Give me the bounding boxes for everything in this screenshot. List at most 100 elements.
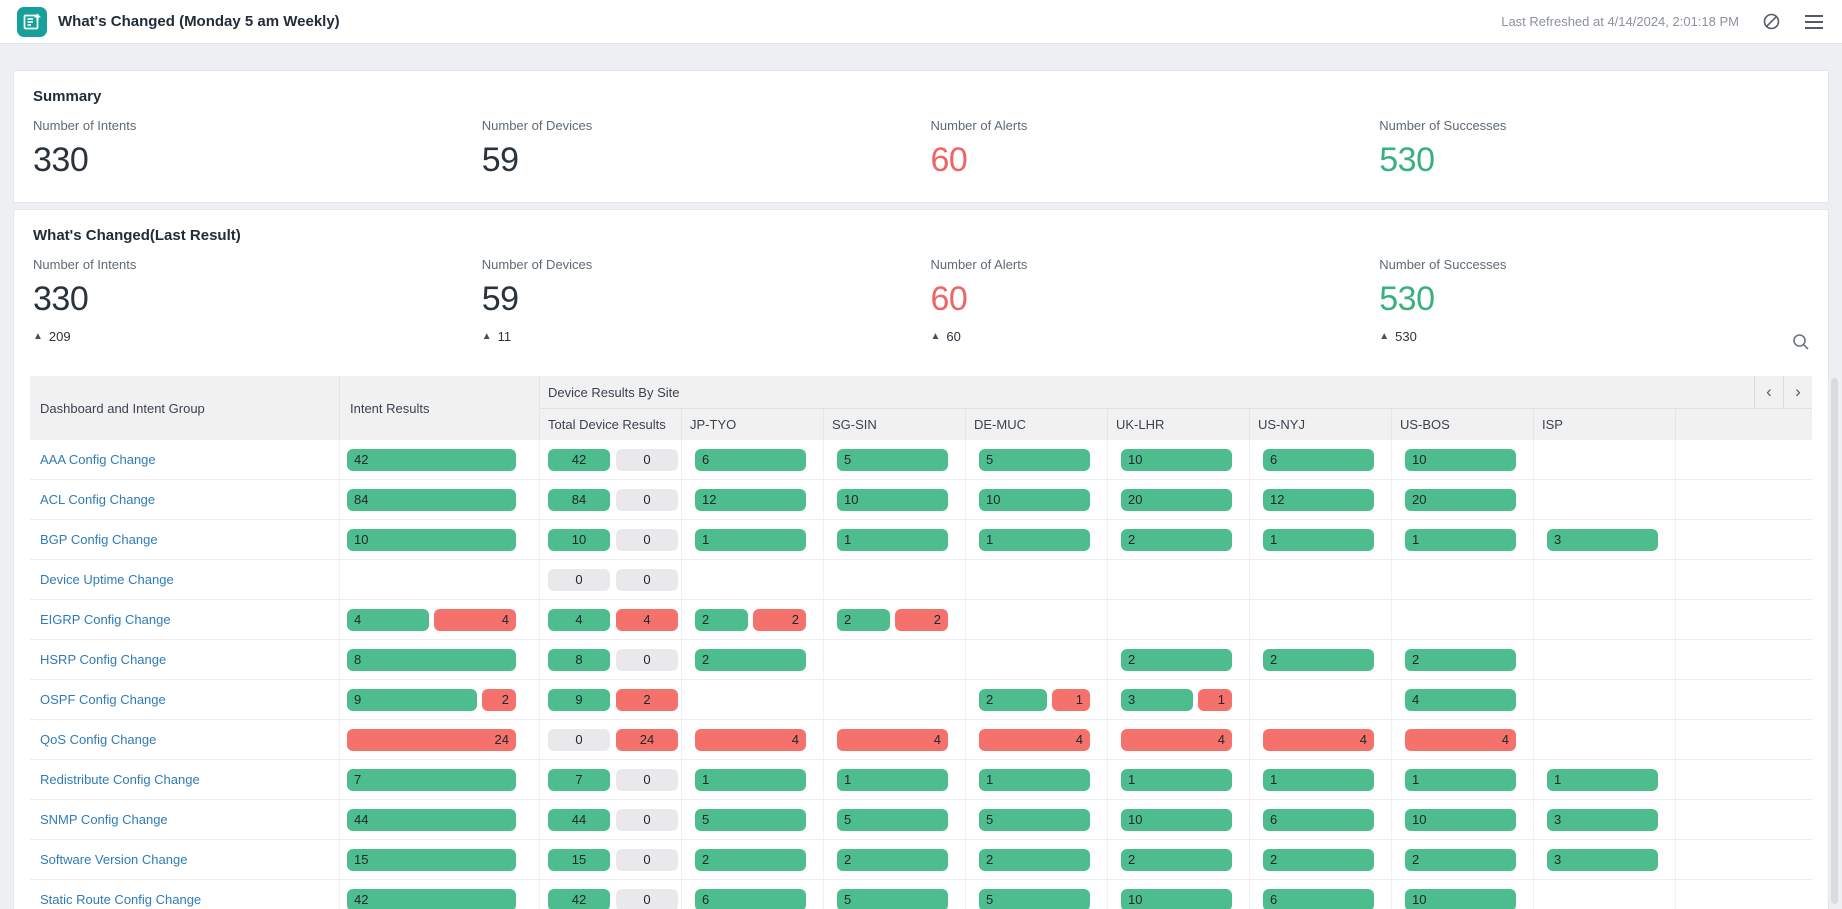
intent-group-link[interactable]: SNMP Config Change <box>40 812 168 827</box>
search-icon[interactable] <box>1790 331 1812 353</box>
success-pill[interactable]: 10 <box>1121 808 1232 831</box>
success-pill[interactable]: 2 <box>695 648 806 671</box>
intent-group-link[interactable]: OSPF Config Change <box>40 692 166 707</box>
success-pill[interactable]: 84 <box>347 488 516 511</box>
alert-pill[interactable]: 4 <box>1121 728 1232 751</box>
success-pill[interactable]: 5 <box>979 808 1090 831</box>
success-pill[interactable]: 1 <box>1547 768 1658 791</box>
intent-group-link[interactable]: BGP Config Change <box>40 532 158 547</box>
success-pill[interactable]: 1 <box>1263 768 1374 791</box>
success-pill[interactable]: 3 <box>1121 688 1193 711</box>
success-pill[interactable]: 10 <box>1405 888 1516 909</box>
success-pill[interactable]: 2 <box>837 608 890 631</box>
success-pill[interactable]: 2 <box>695 608 748 631</box>
success-pill[interactable]: 10 <box>1405 808 1516 831</box>
intent-group-link[interactable]: QoS Config Change <box>40 732 157 747</box>
success-pill[interactable]: 20 <box>1405 488 1516 511</box>
success-pill[interactable]: 5 <box>837 808 948 831</box>
vertical-scrollbar[interactable] <box>1831 378 1838 904</box>
success-pill[interactable]: 2 <box>1263 648 1374 671</box>
prev-columns-button[interactable]: ‹ <box>1754 376 1783 408</box>
intent-group-link[interactable]: EIGRP Config Change <box>40 612 171 627</box>
success-pill[interactable]: 6 <box>1263 448 1374 471</box>
next-columns-button[interactable]: › <box>1783 376 1812 408</box>
success-pill[interactable]: 42 <box>347 888 516 909</box>
alert-pill[interactable]: 4 <box>979 728 1090 751</box>
success-pill[interactable]: 15 <box>347 848 516 871</box>
success-pill[interactable]: 2 <box>1405 648 1516 671</box>
success-pill[interactable]: 15 <box>548 848 610 871</box>
success-pill[interactable]: 2 <box>695 848 806 871</box>
alert-pill[interactable]: 2 <box>753 608 806 631</box>
intent-group-link[interactable]: ACL Config Change <box>40 492 156 507</box>
success-pill[interactable]: 1 <box>695 768 806 791</box>
alert-pill[interactable]: 4 <box>434 608 516 631</box>
success-pill[interactable]: 2 <box>1121 528 1232 551</box>
success-pill[interactable]: 1 <box>837 768 948 791</box>
success-pill[interactable]: 12 <box>695 488 806 511</box>
success-pill[interactable]: 1 <box>695 528 806 551</box>
success-pill[interactable]: 10 <box>979 488 1090 511</box>
alert-pill[interactable]: 4 <box>1263 728 1374 751</box>
alert-pill[interactable]: 1 <box>1198 688 1232 711</box>
success-pill[interactable]: 5 <box>837 448 948 471</box>
success-pill[interactable]: 6 <box>695 448 806 471</box>
success-pill[interactable]: 84 <box>548 488 610 511</box>
success-pill[interactable]: 10 <box>347 528 516 551</box>
alert-pill[interactable]: 2 <box>895 608 948 631</box>
success-pill[interactable]: 7 <box>548 768 610 791</box>
success-pill[interactable]: 1 <box>837 528 948 551</box>
success-pill[interactable]: 1 <box>979 528 1090 551</box>
success-pill[interactable]: 10 <box>1405 448 1516 471</box>
success-pill[interactable]: 4 <box>1405 688 1516 711</box>
success-pill[interactable]: 5 <box>979 888 1090 909</box>
success-pill[interactable]: 20 <box>1121 488 1232 511</box>
intent-group-link[interactable]: HSRP Config Change <box>40 652 167 667</box>
menu-icon[interactable] <box>1803 11 1825 33</box>
success-pill[interactable]: 42 <box>548 888 610 909</box>
alert-pill[interactable]: 4 <box>837 728 948 751</box>
intent-group-link[interactable]: AAA Config Change <box>40 452 156 467</box>
success-pill[interactable]: 42 <box>347 448 516 471</box>
success-pill[interactable]: 1 <box>979 768 1090 791</box>
success-pill[interactable]: 3 <box>1547 528 1658 551</box>
success-pill[interactable]: 8 <box>347 648 516 671</box>
success-pill[interactable]: 9 <box>347 688 477 711</box>
alert-pill[interactable]: 2 <box>616 688 678 711</box>
alert-pill[interactable]: 24 <box>347 728 516 751</box>
alert-pill[interactable]: 1 <box>1052 688 1090 711</box>
success-pill[interactable]: 2 <box>1121 648 1232 671</box>
alert-pill[interactable]: 24 <box>616 728 678 751</box>
success-pill[interactable]: 10 <box>1121 448 1232 471</box>
intent-group-link[interactable]: Software Version Change <box>40 852 188 867</box>
success-pill[interactable]: 2 <box>837 848 948 871</box>
success-pill[interactable]: 4 <box>548 608 610 631</box>
success-pill[interactable]: 1 <box>1121 768 1232 791</box>
success-pill[interactable]: 3 <box>1547 808 1658 831</box>
success-pill[interactable]: 2 <box>1405 848 1516 871</box>
success-pill[interactable]: 8 <box>548 648 610 671</box>
alert-pill[interactable]: 2 <box>481 688 516 711</box>
success-pill[interactable]: 44 <box>347 808 516 831</box>
intent-group-link[interactable]: Static Route Config Change <box>40 892 202 907</box>
success-pill[interactable]: 3 <box>1547 848 1658 871</box>
success-pill[interactable]: 1 <box>1405 528 1516 551</box>
disable-refresh-icon[interactable] <box>1760 11 1782 33</box>
success-pill[interactable]: 10 <box>837 488 948 511</box>
success-pill[interactable]: 5 <box>695 808 806 831</box>
success-pill[interactable]: 2 <box>1263 848 1374 871</box>
success-pill[interactable]: 10 <box>548 528 610 551</box>
success-pill[interactable]: 1 <box>1263 528 1374 551</box>
success-pill[interactable]: 6 <box>1263 808 1374 831</box>
success-pill[interactable]: 1 <box>1405 768 1516 791</box>
success-pill[interactable]: 7 <box>347 768 516 791</box>
alert-pill[interactable]: 4 <box>695 728 806 751</box>
success-pill[interactable]: 2 <box>979 848 1090 871</box>
success-pill[interactable]: 10 <box>1121 888 1232 909</box>
success-pill[interactable]: 44 <box>548 808 610 831</box>
intent-group-link[interactable]: Redistribute Config Change <box>40 772 200 787</box>
alert-pill[interactable]: 4 <box>1405 728 1516 751</box>
intent-group-link[interactable]: Device Uptime Change <box>40 572 174 587</box>
alert-pill[interactable]: 4 <box>616 608 678 631</box>
success-pill[interactable]: 5 <box>979 448 1090 471</box>
